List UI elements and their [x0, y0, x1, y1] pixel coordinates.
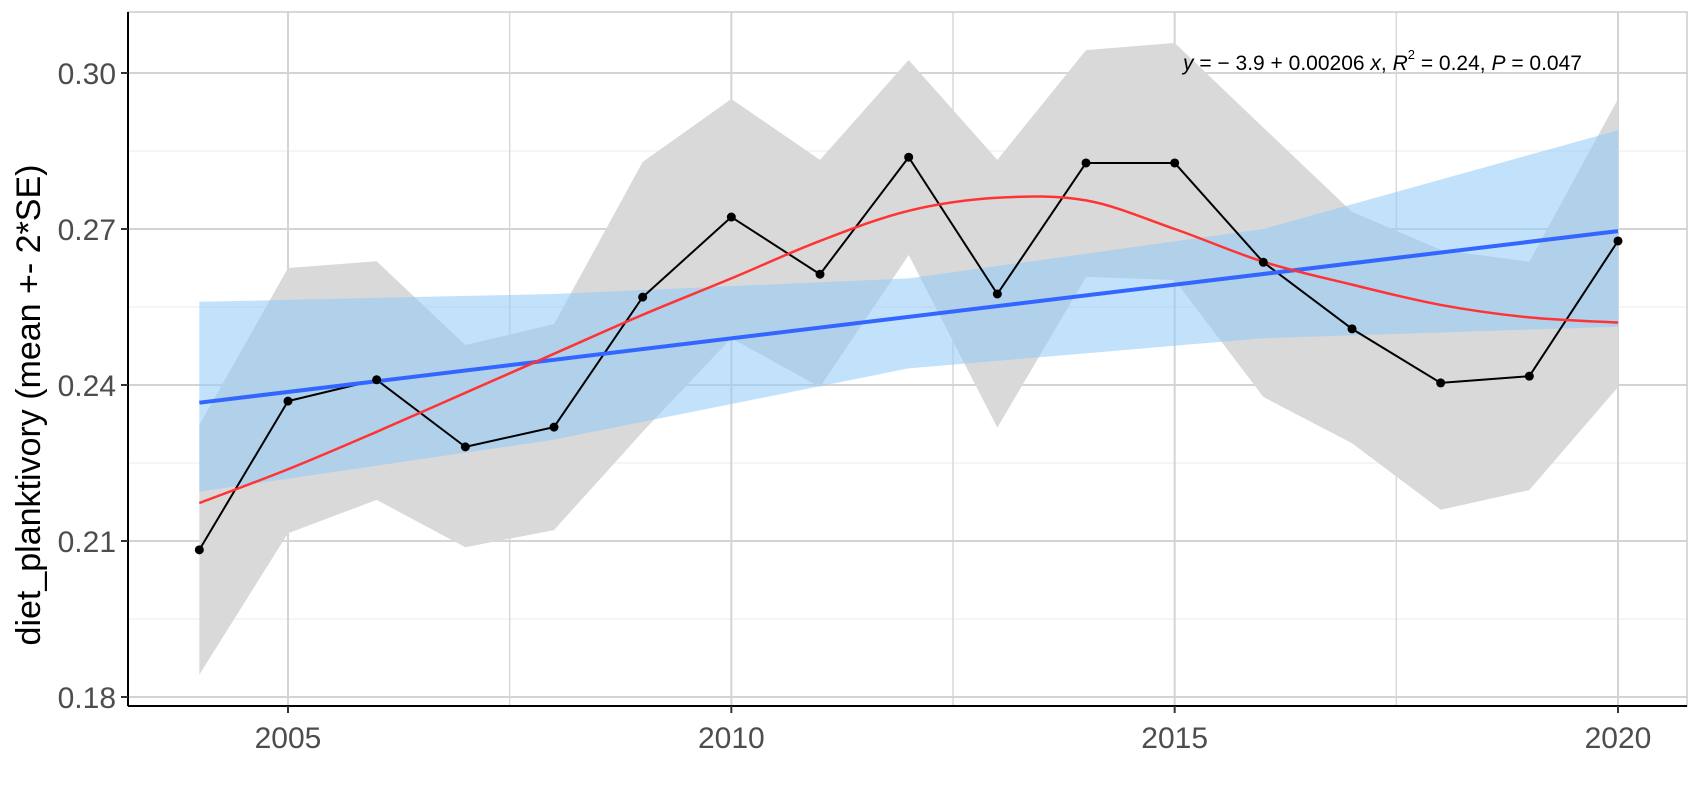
eq-y: y: [1181, 52, 1195, 75]
y-axis-title: diet_planktivory (mean +- 2*SE): [10, 165, 48, 646]
eq-body: = − 3.9 + 0.00206: [1194, 52, 1371, 75]
data-point: [1436, 378, 1446, 388]
data-point: [904, 152, 914, 162]
se-ribbon: [199, 42, 1619, 675]
eq-x: x: [1369, 52, 1382, 75]
data-point: [1613, 236, 1623, 246]
data-point: [549, 422, 559, 432]
data-point: [283, 396, 293, 406]
data-points: [194, 152, 1623, 555]
data-point: [194, 545, 204, 555]
data-point: [992, 289, 1002, 299]
data-point: [1524, 371, 1534, 381]
x-tick-label: 2005: [255, 722, 322, 755]
tick-labels: 0.18 0.21 0.24 0.27 0.30 2005 2010 2015 2020: [58, 58, 1652, 755]
eq-p: P: [1491, 52, 1505, 75]
y-tick-label: 0.24: [58, 370, 116, 403]
axes: [121, 12, 1687, 713]
data-point: [372, 375, 382, 385]
data-point: [1170, 158, 1180, 168]
y-tick-label: 0.21: [58, 526, 116, 559]
linear-fit-line: [199, 229, 1619, 405]
eq-r-sup: 2: [1408, 47, 1415, 62]
y-tick-label: 0.27: [58, 214, 116, 247]
x-tick-label: 2010: [698, 722, 765, 755]
loess-curve: [198, 195, 1619, 505]
regression-equation: y = − 3.9 + 0.00206 x, R2 = 0.24, P = 0.…: [1181, 47, 1582, 75]
eq-r: R: [1393, 52, 1408, 75]
se-band: [199, 42, 1619, 675]
ci-band: [199, 130, 1619, 492]
lm-confidence-ribbon: [199, 130, 1619, 492]
data-point: [815, 269, 825, 279]
y-tick-label: 0.30: [58, 58, 116, 91]
data-point: [726, 212, 736, 222]
eq-r-val: = 0.24,: [1415, 52, 1491, 75]
data-point: [1081, 158, 1091, 168]
y-tick-label: 0.18: [58, 682, 116, 715]
data-point: [460, 442, 470, 452]
data-point: [638, 292, 648, 302]
data-point: [1258, 257, 1268, 267]
data-point: [1347, 324, 1357, 334]
x-tick-label: 2020: [1585, 722, 1652, 755]
eq-sep: ,: [1381, 52, 1393, 75]
eq-p-val: = 0.047: [1505, 52, 1581, 75]
x-tick-label: 2015: [1141, 722, 1208, 755]
